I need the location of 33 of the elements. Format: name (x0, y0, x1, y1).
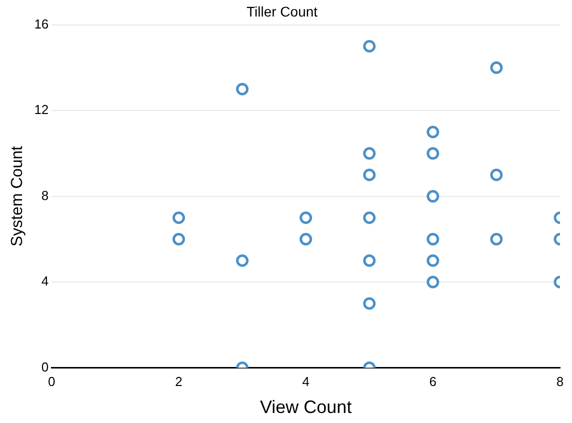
point (236, 254, 249, 267)
x-axis-title: View Count (260, 397, 352, 418)
chart-title: Tiller Count (246, 3, 318, 20)
point (490, 168, 503, 182)
point (300, 232, 312, 246)
point (426, 232, 440, 246)
y-tick-label: 12 (34, 102, 49, 118)
y-tick-label: 0 (41, 359, 49, 374)
y-axis-title: System Count (9, 146, 26, 247)
point (490, 61, 503, 74)
point (300, 211, 312, 224)
point (426, 276, 440, 288)
x-tick-label: 8 (556, 374, 564, 390)
point (172, 232, 185, 246)
y-tick-label: 16 (34, 16, 49, 32)
y-tick-label: 4 (41, 274, 49, 289)
x-tick-label: 2 (175, 374, 182, 390)
point (490, 232, 503, 246)
point (426, 147, 440, 160)
point (363, 254, 376, 267)
point (236, 82, 249, 96)
y-tick-label: 8 (41, 188, 49, 203)
point (363, 211, 376, 224)
point (172, 211, 185, 224)
point (426, 190, 440, 203)
x-tick-label: 6 (429, 374, 437, 390)
point (363, 40, 376, 52)
point (363, 147, 376, 160)
point (363, 297, 376, 310)
point (426, 254, 440, 267)
x-tick-label: 4 (302, 374, 310, 390)
point (363, 168, 376, 182)
point (426, 126, 440, 138)
